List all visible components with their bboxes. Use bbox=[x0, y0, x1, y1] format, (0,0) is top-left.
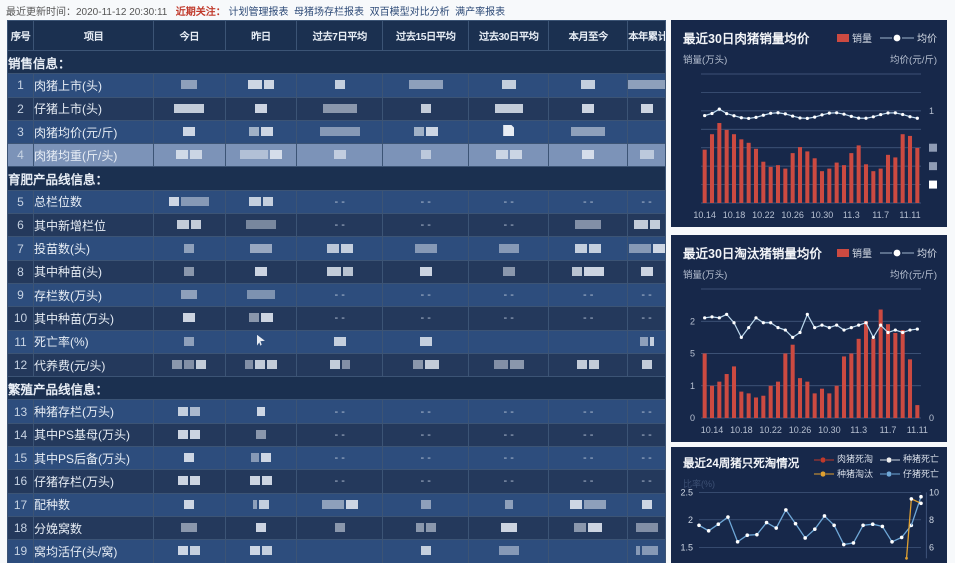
svg-text:8: 8 bbox=[929, 515, 934, 525]
svg-text:6: 6 bbox=[929, 542, 934, 552]
svg-text:2: 2 bbox=[690, 316, 695, 326]
svg-text:11.7: 11.7 bbox=[872, 210, 889, 220]
svg-text:10.14: 10.14 bbox=[693, 210, 716, 220]
svg-text:0: 0 bbox=[929, 413, 934, 423]
svg-text:11.7: 11.7 bbox=[880, 425, 897, 435]
svg-text:10.30: 10.30 bbox=[818, 425, 841, 435]
svg-text:11.11: 11.11 bbox=[899, 210, 920, 220]
svg-text:2: 2 bbox=[688, 515, 693, 525]
svg-text:10.14: 10.14 bbox=[701, 425, 724, 435]
svg-text:10.22: 10.22 bbox=[759, 425, 782, 435]
svg-text:10.26: 10.26 bbox=[781, 210, 804, 220]
svg-text:1: 1 bbox=[690, 381, 695, 391]
svg-text:2.5: 2.5 bbox=[680, 487, 693, 497]
svg-text:0: 0 bbox=[690, 413, 695, 423]
svg-text:11.3: 11.3 bbox=[843, 210, 860, 220]
svg-text:11.11: 11.11 bbox=[907, 425, 928, 435]
svg-text:5: 5 bbox=[690, 349, 695, 359]
svg-text:1: 1 bbox=[929, 106, 934, 116]
svg-text:10.18: 10.18 bbox=[723, 210, 746, 220]
svg-text:10.30: 10.30 bbox=[811, 210, 834, 220]
svg-text:10.26: 10.26 bbox=[789, 425, 812, 435]
svg-text:10: 10 bbox=[929, 487, 939, 497]
svg-text:10.22: 10.22 bbox=[752, 210, 775, 220]
svg-text:10.18: 10.18 bbox=[730, 425, 753, 435]
svg-text:11.3: 11.3 bbox=[850, 425, 867, 435]
svg-text:1.5: 1.5 bbox=[680, 542, 693, 552]
